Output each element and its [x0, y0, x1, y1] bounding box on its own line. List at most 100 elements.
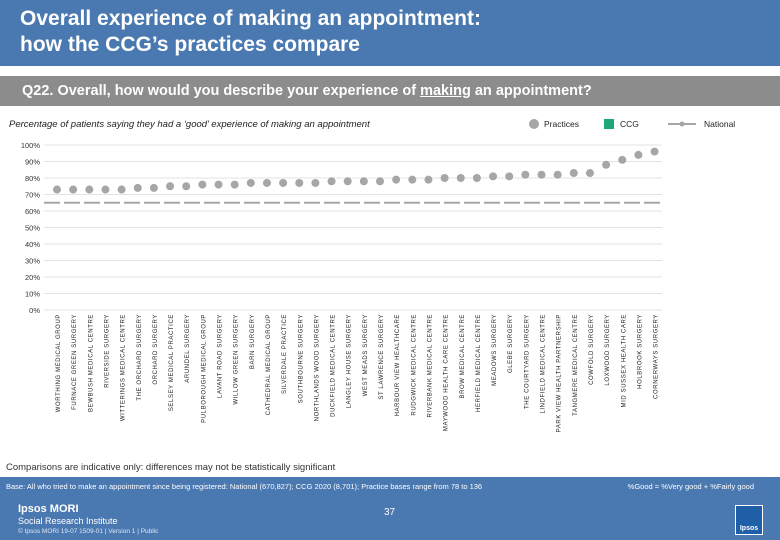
- brand-name: Ipsos MORI: [18, 503, 79, 515]
- slide-title: Overall experience of making an appointm…: [20, 7, 481, 56]
- x-category-label: WILLOW GREEN SURGERY: [234, 314, 240, 405]
- practice-point: [85, 185, 94, 194]
- x-category-label: COWFOLD SURGERY: [589, 314, 595, 385]
- x-category-label: RIVERBANK MEDICAL CENTRE: [427, 314, 433, 418]
- practice-point: [166, 182, 175, 191]
- question-prefix: Q22. Overall, how would you describe you…: [22, 83, 421, 99]
- x-category-label: WORTHING MEDICAL GROUP: [56, 314, 62, 412]
- x-category-label: THE COURTYARD SURGERY: [524, 314, 530, 409]
- x-category-label: BARN SURGERY: [250, 314, 256, 369]
- legend-national-dot: [679, 121, 685, 127]
- page-number: 37: [384, 507, 396, 518]
- question-bar: Q22. Overall, how would you describe you…: [0, 76, 780, 106]
- practice-point: [198, 180, 207, 189]
- practice-point: [456, 174, 465, 182]
- x-category-label: ARUNDEL SURGERY: [185, 314, 191, 383]
- base-bar: Base: All who tried to make an appointme…: [0, 477, 780, 497]
- good-definition: %Good = %Very good + %Fairly good: [627, 482, 754, 491]
- practice-point: [489, 172, 498, 181]
- practice-point: [505, 172, 514, 181]
- practice-point: [262, 178, 271, 187]
- practice-point: [149, 183, 158, 192]
- practice-point: [182, 182, 191, 191]
- y-tick-label: 50%: [25, 224, 40, 233]
- x-category-label: ST LAWRENCE SURGERY: [379, 314, 385, 400]
- practice-point: [472, 174, 481, 182]
- legend-ccg-marker: [604, 119, 614, 129]
- x-category-label: RUDGWICK MEDICAL CENTRE: [411, 314, 417, 416]
- practice-point: [424, 175, 433, 184]
- x-category-label: ORCHARD SURGERY: [153, 314, 159, 385]
- legend-practices-marker: [529, 119, 539, 129]
- slide-footer: Ipsos MORI Social Research Institute © I…: [0, 497, 780, 540]
- practice-point: [117, 185, 126, 194]
- x-category-label: HERFIELD MEDICAL CENTRE: [476, 314, 482, 412]
- x-category-label: CORNERWAYS SURGERY: [654, 314, 660, 399]
- practice-point: [634, 150, 643, 159]
- y-tick-label: 100%: [21, 141, 41, 150]
- ipsos-logo: Ipsos: [735, 505, 763, 535]
- practice-point: [537, 170, 546, 179]
- y-tick-label: 10%: [25, 290, 40, 299]
- x-category-label: RIVERSIDE SURGERY: [104, 314, 110, 388]
- y-tick-label: 90%: [25, 158, 40, 167]
- x-category-label: MEADOWS SURGERY: [492, 314, 498, 386]
- practice-point: [359, 177, 368, 186]
- slide-header: Overall experience of making an appointm…: [0, 0, 780, 66]
- practice-point: [295, 178, 304, 187]
- x-category-label: TANGMERE MEDICAL CENTRE: [573, 314, 579, 416]
- x-category-label: NORTHLANDS WOOD SURGERY: [314, 314, 320, 421]
- practice-point: [521, 170, 530, 179]
- x-category-label: MAYWOOD HEALTH CARE CENTRE: [444, 314, 450, 431]
- y-tick-label: 60%: [25, 207, 40, 216]
- x-category-label: LAVANT ROAD SURGERY: [218, 314, 224, 398]
- x-category-label: LOXWOOD SURGERY: [605, 314, 611, 386]
- x-category-label: MID SUSSEX HEALTH CARE: [621, 314, 627, 407]
- practice-point: [440, 174, 449, 182]
- y-tick-label: 40%: [25, 240, 40, 249]
- x-category-label: HARBOUR VIEW HEALTHCARE: [395, 314, 401, 416]
- practice-point: [602, 160, 611, 169]
- practice-point: [553, 170, 562, 179]
- chart-subtitle: Percentage of patients saying they had a…: [9, 119, 370, 130]
- x-category-label: WEST MEADS SURGERY: [363, 314, 369, 396]
- x-category-label: PARK VIEW HEALTH PARTNERSHIP: [557, 314, 563, 432]
- base-text: Base: All who tried to make an appointme…: [6, 482, 483, 491]
- legend-practices-label: Practices: [544, 119, 579, 129]
- question-emphasis: making: [420, 83, 471, 99]
- ipsos-logo-text: Ipsos: [739, 525, 759, 532]
- practice-point: [230, 180, 239, 189]
- comparison-note: Comparisons are indicative only: differe…: [6, 462, 336, 473]
- question-text: Q22. Overall, how would you describe you…: [22, 83, 592, 99]
- y-tick-label: 20%: [25, 273, 40, 282]
- brand-institute: Social Research Institute: [18, 516, 118, 526]
- practice-point: [408, 175, 417, 184]
- practice-point: [311, 178, 320, 187]
- practice-point: [327, 177, 336, 186]
- x-category-label: THE ORCHARD SURGERY: [137, 314, 143, 401]
- legend-marks: [529, 119, 696, 129]
- practice-point: [585, 169, 594, 178]
- y-tick-label: 0%: [29, 306, 40, 315]
- practice-point: [133, 183, 142, 192]
- practice-point: [650, 147, 659, 156]
- practice-point: [101, 185, 110, 194]
- chart-legend: Practices CCG National: [528, 117, 738, 131]
- practice-point: [53, 185, 61, 194]
- y-tick-label: 70%: [25, 191, 40, 200]
- x-category-label: SOUTHBOURNE SURGERY: [298, 314, 304, 403]
- practice-point: [343, 177, 352, 186]
- x-category-label: GLEBE SURGERY: [508, 314, 514, 373]
- legend-ccg-label: CCG: [620, 119, 639, 129]
- x-category-label: FURNACE GREEN SURGERY: [72, 314, 78, 410]
- practice-point: [618, 155, 627, 164]
- practice-point: [279, 178, 288, 187]
- practice-point: [246, 178, 255, 187]
- legend-national-label: National: [704, 119, 736, 129]
- practice-point: [376, 177, 384, 186]
- x-category-label: SILVERDALE PRACTICE: [282, 314, 288, 394]
- x-category-label: BEWBUSH MEDICAL CENTRE: [88, 314, 94, 412]
- x-category-label: PULBOROUGH MEDICAL GROUP: [201, 314, 207, 423]
- x-category-label: WITTERINGS MEDICAL CENTRE: [121, 314, 127, 421]
- practice-comparison-chart: 100% 90% 80% 70% 60% 50% 40% 30% 20% 10% 0% WORTHIN…: [21, 141, 662, 432]
